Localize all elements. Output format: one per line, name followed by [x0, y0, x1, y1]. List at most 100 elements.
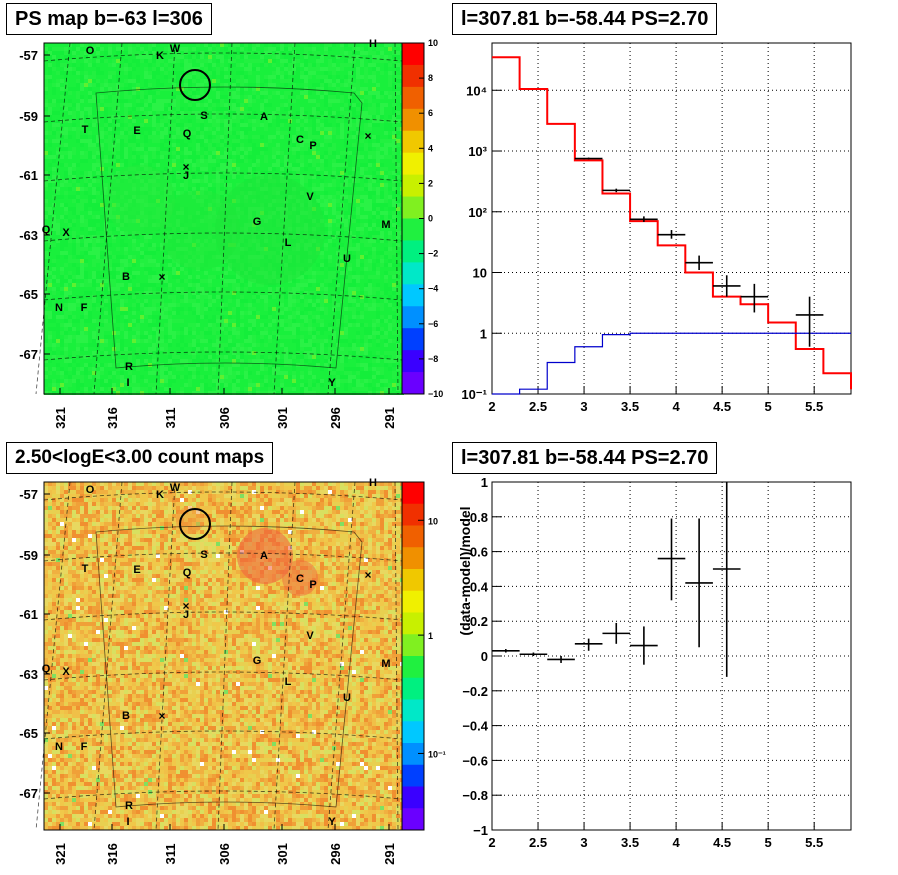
map-ytick-label: -65 — [19, 726, 38, 741]
residual-xtick-label: 2 — [488, 835, 495, 850]
colorbar-tick-label: 4 — [428, 143, 433, 153]
residual-xtick-label: 2.5 — [529, 835, 547, 850]
survey-boundary — [95, 525, 363, 808]
colorbar-tick-label: 10 — [428, 516, 438, 526]
source-label-j: J — [183, 609, 189, 621]
source-label-v: V — [306, 630, 314, 642]
map-xtick-label: 311 — [163, 408, 178, 429]
latitude-line — [43, 790, 403, 800]
spectrum-ytick-label: 10 — [473, 266, 487, 281]
residual-xtick-label: 5 — [765, 835, 772, 850]
residual-ylabel: (data-model)/model — [457, 506, 473, 635]
map-xtick-label: 321 — [53, 843, 68, 865]
source-label-b: B — [122, 710, 130, 722]
map-ytick-label: -57 — [19, 487, 38, 502]
source-label-w: W — [170, 482, 181, 494]
source-label-t: T — [82, 124, 89, 136]
colorbar-tick-label: 10 — [428, 38, 438, 48]
step-series-1 — [492, 332, 851, 395]
longitude-line — [394, 42, 399, 395]
longitude-line — [217, 42, 233, 395]
residual-ytick-label: 1 — [481, 475, 488, 490]
map-xtick-label: 296 — [328, 843, 343, 865]
map-ytick-label: -67 — [19, 786, 38, 801]
source-label-a: A — [260, 111, 268, 123]
hot-spot — [282, 560, 318, 596]
source-label-n: N — [55, 741, 63, 753]
colorbar-tick-label: 1 — [428, 631, 433, 641]
map-xtick-label: 306 — [217, 843, 232, 865]
map-feature — [215, 175, 325, 285]
source-label-e: E — [133, 564, 140, 576]
source-label-c: C — [296, 134, 304, 146]
map-ytick-label: -63 — [19, 228, 38, 243]
source-label-q: Q — [42, 224, 51, 236]
spectrum-frame — [491, 42, 852, 395]
map-xtick-label: 301 — [275, 407, 290, 429]
latitude-line — [43, 232, 403, 242]
source-cross: × — [158, 709, 165, 723]
residual-xtick-label: 3.5 — [621, 835, 639, 850]
map-xtick-label: 291 — [382, 407, 397, 429]
source-label-v: V — [306, 191, 314, 203]
latitude-line — [43, 491, 403, 501]
residual-xtick-label: 4.5 — [713, 835, 731, 850]
source-label-w: W — [170, 43, 181, 55]
source-label-c: C — [296, 573, 304, 585]
map-ytick-label: -59 — [19, 548, 38, 563]
longitude-line — [217, 481, 233, 831]
source-label-x: X — [62, 227, 70, 239]
colorbar-tick-label: 2 — [428, 178, 433, 188]
latitude-line — [43, 552, 403, 562]
latitude-line — [43, 113, 403, 123]
source-label-o: O — [86, 45, 95, 57]
colorbar-tick-label: 0 — [428, 214, 433, 224]
source-label-g: G — [253, 655, 262, 667]
source-label-k: K — [156, 50, 164, 62]
residual-ytick-label: 0.4 — [470, 579, 489, 594]
map-xtick-label: 296 — [328, 407, 343, 429]
source-label-i: I — [126, 377, 129, 389]
source-label-u: U — [343, 692, 351, 704]
latitude-line — [43, 291, 403, 301]
map-xtick-label: 291 — [382, 843, 397, 865]
longitude-line — [273, 481, 296, 831]
longitude-line — [155, 481, 176, 831]
residual-title: l=307.81 b=-58.44 PS=2.70 — [452, 442, 718, 474]
spectrum-ytick-label: 10⁻¹ — [461, 387, 487, 402]
spectrum-xtick-label: 3 — [580, 399, 587, 414]
longitude-line — [394, 481, 399, 831]
residual-xtick-label: 5.5 — [805, 835, 823, 850]
residual-xtick-label: 3 — [580, 835, 587, 850]
source-label-g: G — [253, 216, 262, 228]
source-label-q: Q — [183, 567, 192, 579]
map-xtick-label: 306 — [217, 407, 232, 429]
spectrum-ytick-label: 10² — [468, 205, 487, 220]
source-label-f: F — [81, 302, 88, 314]
source-label-j: J — [183, 170, 189, 182]
source-cross: × — [364, 129, 371, 143]
source-label-p: P — [309, 140, 316, 152]
colorbar-tick-label: −8 — [428, 354, 438, 364]
residual-ytick-label: 0.8 — [470, 510, 488, 525]
source-label-s: S — [200, 110, 207, 122]
spectrum-xtick-label: 2.5 — [529, 399, 547, 414]
residual-ytick-label: −0.8 — [462, 788, 488, 803]
colorbar-tick-label: −6 — [428, 319, 438, 329]
source-label-l: L — [285, 676, 292, 688]
source-circle — [179, 508, 211, 540]
colorbar — [401, 481, 425, 831]
spectrum-ytick-label: 10³ — [468, 144, 487, 159]
spectrum-xtick-label: 2 — [488, 399, 495, 414]
source-label-k: K — [156, 489, 164, 501]
source-label-y: Y — [328, 816, 336, 828]
map-xtick-label: 316 — [105, 843, 120, 865]
longitude-line — [93, 481, 123, 831]
source-label-l: L — [285, 237, 292, 249]
spectrum-xtick-label: 5 — [765, 399, 772, 414]
source-label-r: R — [125, 800, 133, 812]
step-series-0 — [492, 56, 852, 390]
map-ytick-label: -61 — [19, 607, 38, 622]
